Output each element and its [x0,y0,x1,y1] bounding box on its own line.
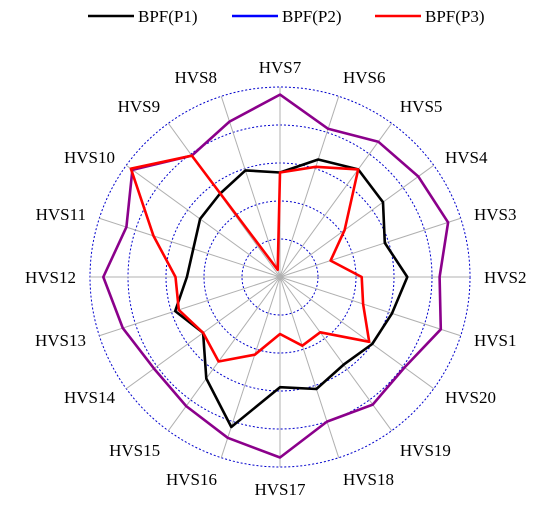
data-point [153,367,155,370]
data-point [202,332,204,334]
data-point [417,175,420,178]
spoke [220,96,281,278]
data-point [130,167,132,170]
data-point [329,259,332,262]
data-point [217,360,220,363]
data-point [326,420,328,423]
axis-label-hvs8: HVS8 [174,68,217,87]
data-point [228,120,231,123]
data-point [315,166,317,168]
axis-label-hvs11: HVS11 [36,205,86,224]
data-point [199,218,201,220]
data-point [343,229,346,231]
data-point [315,388,318,390]
spoke [220,276,281,458]
data-point [371,343,374,345]
spoke [167,276,281,432]
data-point [440,328,442,331]
spoke [279,276,393,432]
data-point [377,140,380,143]
spoke [279,276,340,458]
legend-label: BPF(P2) [282,7,342,26]
data-point [368,341,371,343]
axis-labels: HVS1 HVS2 HVS3 HVS4 HVS5 HVS6 HVS7 HVS8 HVS9 HVS1… [25,58,527,499]
data-point [230,426,233,428]
spoke [279,122,393,278]
data-point [371,403,374,406]
data-point [279,456,281,459]
series-line-bpfp3 [129,154,371,363]
data-point [152,235,155,237]
spoke [279,276,461,337]
axis-label-hvs19: HVS19 [400,441,451,460]
data-point [276,269,279,271]
data-point [125,226,128,228]
data-point [122,327,124,329]
data-point [362,303,364,305]
data-point [205,377,208,380]
axis-label-hvs7: HVS7 [259,58,302,77]
series-group [102,93,450,459]
data-point [279,333,281,335]
data-point [174,310,176,312]
data-point [186,276,188,278]
axis-label-hvs5: HVS5 [400,97,443,116]
data-point [279,93,281,96]
spoke [125,164,281,278]
data-point [191,154,193,157]
data-point [178,309,180,311]
data-point [102,276,105,278]
axis-label-hvs13: HVS13 [35,331,86,350]
legend: BPF(P1) BPF(P2) BPF(P3) [88,7,485,26]
axis-label-hvs14: HVS14 [64,388,116,407]
data-point [244,169,247,172]
axis-label-hvs9: HVS9 [118,97,161,116]
data-point [403,366,406,369]
axis-label-hvs16: HVS16 [166,470,217,489]
spoke [279,276,435,390]
spoke [279,164,435,278]
axis-label-hvs15: HVS15 [109,441,160,460]
spoke [279,96,340,278]
data-point [447,221,449,224]
data-point [406,276,409,278]
data-point [279,171,281,174]
data-point [384,242,386,244]
data-point [317,158,320,161]
axis-label-hvs18: HVS18 [343,470,394,489]
axis-label-hvs6: HVS6 [343,68,386,87]
data-point [174,276,177,278]
legend-label: BPF(P3) [425,7,485,26]
data-point [382,201,384,203]
data-point [327,128,329,130]
axis-label-hvs4: HVS4 [445,148,488,167]
axis-label-hvs12: HVS12 [25,268,76,287]
spoke [279,217,461,278]
data-point [192,248,195,250]
axis-label-hvs1: HVS1 [474,331,517,350]
axis-label-hvs17: HVS17 [254,480,306,499]
data-point [357,168,360,171]
spoke [99,217,281,278]
axis-label-hvs2: HVS2 [484,268,527,287]
data-point [438,276,441,278]
spoke [99,276,281,337]
axis-label-hvs20: HVS20 [445,388,496,407]
data-point [226,437,229,439]
data-point [301,344,304,347]
legend-label: BPF(P1) [138,7,198,26]
data-point [254,353,256,356]
axis-label-hvs3: HVS3 [474,205,517,224]
data-point [391,312,393,315]
data-point [342,363,345,366]
axis-label-hvs10: HVS10 [64,148,115,167]
radar-grid [89,86,471,468]
data-point [185,405,187,407]
data-point [319,331,322,334]
data-point [360,276,363,278]
data-point [279,386,281,389]
